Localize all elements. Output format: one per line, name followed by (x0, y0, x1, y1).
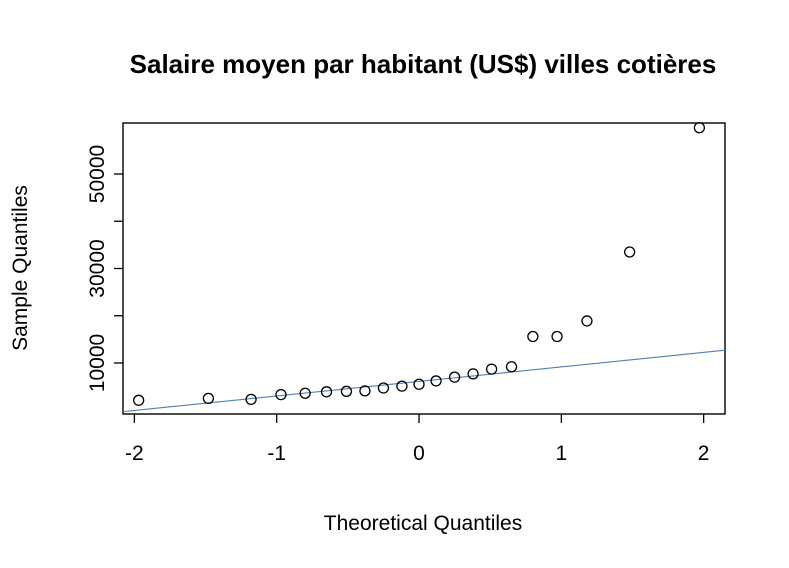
reference-line (122, 349, 726, 413)
data-point (467, 368, 479, 380)
data-point (133, 394, 145, 406)
x-tick-label: 1 (555, 442, 567, 465)
data-point (581, 315, 593, 327)
y-axis-label: Sample Quantiles (9, 185, 32, 351)
x-tick-label: -2 (125, 442, 144, 465)
y-tick-label: 10000 (86, 334, 109, 392)
data-point (245, 393, 257, 406)
data-point (693, 122, 706, 134)
x-tick-label: -1 (267, 442, 286, 465)
data-point (485, 363, 498, 375)
data-point (551, 330, 563, 343)
data-point (275, 388, 287, 401)
x-axis-label: Theoretical Quantiles (324, 512, 522, 535)
data-point (359, 385, 371, 397)
chart-title: Salaire moyen par habitant (US$) villes … (130, 49, 717, 79)
data-point (320, 386, 333, 398)
data-point (448, 371, 461, 383)
data-point (340, 385, 353, 397)
y-tick-label: 30000 (86, 239, 109, 297)
data-point (202, 392, 215, 405)
data-point (377, 382, 390, 394)
data-point (505, 361, 518, 373)
x-tick-label: 0 (413, 442, 425, 465)
data-point (299, 387, 311, 399)
data-point (430, 375, 442, 387)
data-point (396, 380, 408, 392)
y-tick-label: 50000 (86, 145, 109, 203)
data-point (623, 246, 636, 258)
data-point (413, 378, 425, 390)
x-tick-label: 2 (698, 442, 710, 465)
plot-frame (122, 122, 726, 415)
data-point (527, 330, 539, 343)
